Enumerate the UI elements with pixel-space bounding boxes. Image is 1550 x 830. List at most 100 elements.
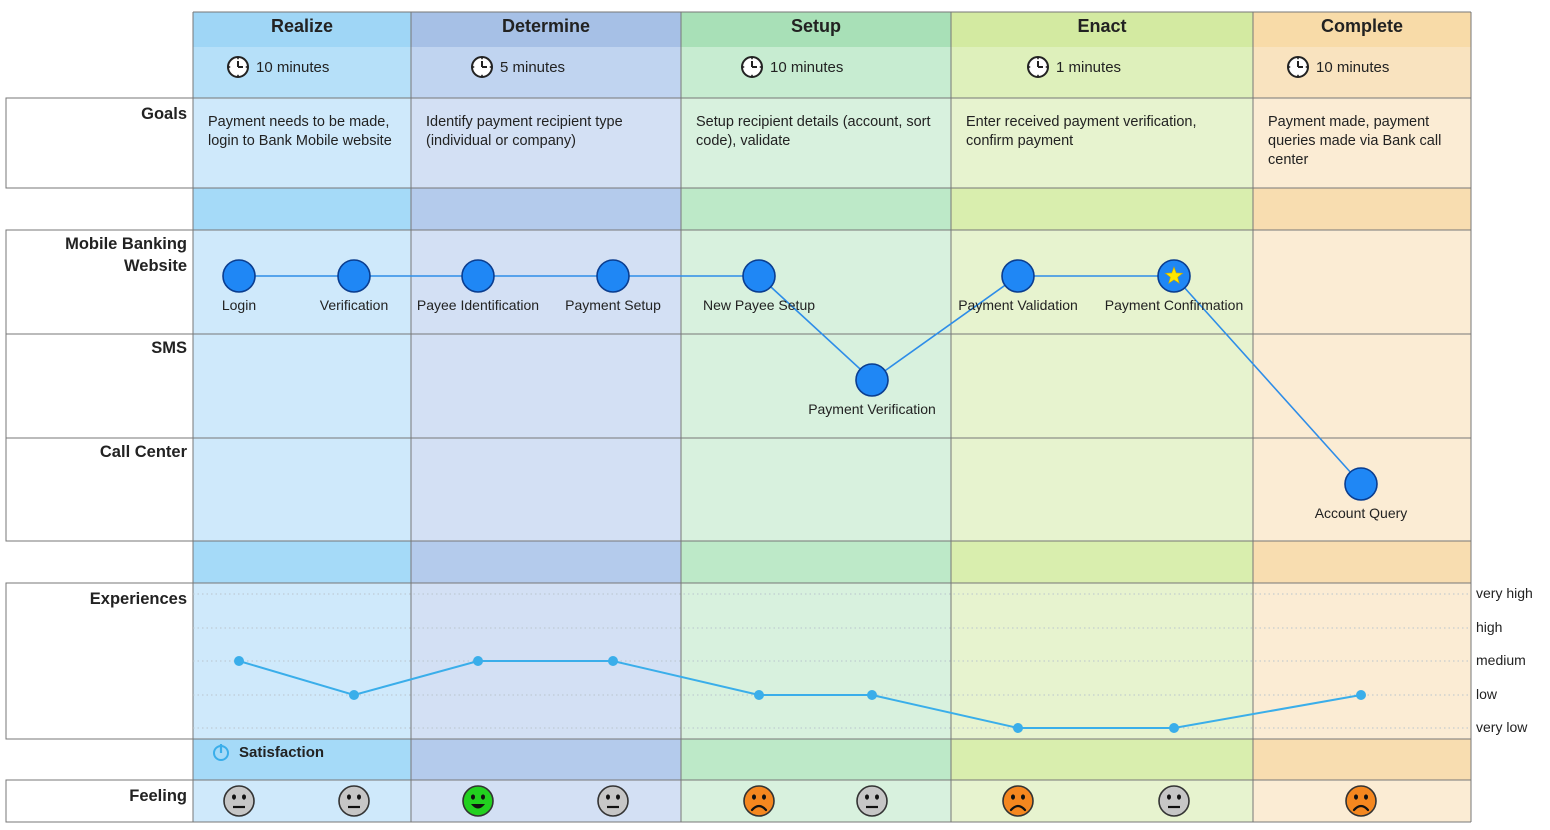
stage-header-complete [1253, 12, 1471, 47]
experience-level-label: medium [1476, 652, 1526, 668]
sad-face-icon [1002, 785, 1034, 817]
stage-header-setup [681, 12, 951, 47]
stage-band-setup-2 [681, 739, 951, 780]
satisfaction-point [234, 656, 244, 666]
touchpoint-label: Account Query [1314, 505, 1408, 521]
neutral-face-icon [338, 785, 370, 817]
satisfaction-point [349, 690, 359, 700]
touchpoint-node [1001, 259, 1035, 293]
stage-title-setup: Setup [790, 16, 841, 36]
touchpoint-node [337, 259, 371, 293]
touchpoint-label: New Payee Setup [702, 297, 816, 313]
neutral-face-icon [1158, 785, 1190, 817]
stage-duration-realize: 10 minutes [256, 59, 330, 76]
stage-band-complete-0 [1253, 188, 1471, 230]
experience-level-label: very high [1476, 585, 1533, 601]
stage-title-realize: Realize [270, 16, 334, 36]
stage-band-complete-1 [1253, 541, 1471, 583]
stage-band-setup-0 [681, 188, 951, 230]
touchpoint-node [596, 259, 630, 293]
stage-band-complete-2 [1253, 739, 1471, 780]
touchpoint-label: Verification [319, 297, 389, 313]
row-label-sms: SMS [151, 339, 187, 357]
clock-icon [1027, 56, 1049, 78]
touchpoint-label: Payment Validation [958, 297, 1078, 313]
row-label-feeling: Feeling [129, 787, 187, 805]
clock-icon [1287, 56, 1309, 78]
touchpoint-node [742, 259, 776, 293]
clock-icon [471, 56, 493, 78]
row-label-box [5, 97, 194, 189]
stage-title-determine: Determine [501, 16, 591, 36]
stage-goal-complete: Payment made, payment queries made via B… [1268, 114, 1442, 168]
touchpoint-node [222, 259, 256, 293]
touchpoint-node [1344, 467, 1378, 501]
touchpoint-node [855, 363, 889, 397]
happy-face-icon [462, 785, 494, 817]
stage-band-enact-2 [951, 739, 1253, 780]
clock-icon [741, 56, 763, 78]
stage-duration-band-enact [951, 47, 1253, 98]
row-label-box [5, 779, 194, 823]
satisfaction-point [754, 690, 764, 700]
neutral-face-icon [597, 785, 629, 817]
stage-duration-enact: 1 minutes [1056, 59, 1122, 76]
stage-band-enact-0 [951, 188, 1253, 230]
satisfaction-point [1013, 723, 1023, 733]
stage-column-complete [1253, 12, 1471, 822]
sad-face-icon [743, 785, 775, 817]
satisfaction-point [1356, 690, 1366, 700]
touchpoint-label: Login [221, 297, 257, 313]
stage-band-setup-1 [681, 541, 951, 583]
stage-band-determine-1 [411, 541, 681, 583]
row-label-experiences: Experiences [89, 590, 187, 608]
experience-level-label: high [1476, 619, 1503, 635]
touchpoint-label: Payee Identification [416, 297, 540, 313]
stage-title-complete: Complete [1320, 16, 1403, 36]
row-label-website: Mobile Banking Website [65, 235, 187, 275]
sad-face-icon [1345, 785, 1377, 817]
touchpoint-node [1157, 259, 1191, 293]
stage-duration-determine: 5 minutes [500, 59, 566, 76]
satisfaction-point [867, 690, 877, 700]
neutral-face-icon [223, 785, 255, 817]
touchpoint-node [461, 259, 495, 293]
satisfaction-legend-label: Satisfaction [239, 744, 325, 761]
stage-goal-realize: Payment needs to be made, login to Bank … [208, 114, 392, 149]
touchpoint-label: Payment Verification [808, 401, 936, 417]
stage-title-enact: Enact [1077, 16, 1127, 36]
stage-band-realize-0 [193, 188, 411, 230]
stage-duration-band-setup [681, 47, 951, 98]
stage-band-determine-0 [411, 188, 681, 230]
stage-band-determine-2 [411, 739, 681, 780]
star-icon [1164, 266, 1184, 284]
row-label-goals: Goals [141, 105, 187, 123]
stage-column-enact [951, 12, 1253, 822]
stage-column-realize [193, 12, 411, 822]
clock-icon [227, 56, 249, 78]
satisfaction-legend-icon [213, 744, 229, 761]
satisfaction-point [1169, 723, 1179, 733]
stage-goal-determine: Identify payment recipient type (individ… [426, 114, 623, 149]
stage-band-realize-1 [193, 541, 411, 583]
stage-header-enact [951, 12, 1253, 47]
row-label-call: Call Center [99, 443, 187, 461]
stage-duration-setup: 10 minutes [770, 59, 844, 76]
experience-level-label: low [1476, 686, 1498, 702]
experience-level-label: very low [1476, 719, 1528, 735]
touchpoint-label: Payment Setup [565, 297, 661, 313]
touchpoint-label: Payment Confirmation [1104, 297, 1244, 313]
stage-header-realize [193, 12, 411, 47]
stage-duration-complete: 10 minutes [1316, 59, 1390, 76]
stage-header-determine [411, 12, 681, 47]
satisfaction-point [608, 656, 618, 666]
stage-goal-setup: Setup recipient details (account, sort c… [696, 114, 931, 149]
satisfaction-point [473, 656, 483, 666]
neutral-face-icon [856, 785, 888, 817]
stage-goal-enact: Enter received payment verification, con… [966, 114, 1197, 149]
stage-column-determine [411, 12, 681, 822]
stage-band-realize-2 [193, 739, 411, 780]
row-label-box [5, 229, 194, 542]
stage-duration-band-determine [411, 47, 681, 98]
